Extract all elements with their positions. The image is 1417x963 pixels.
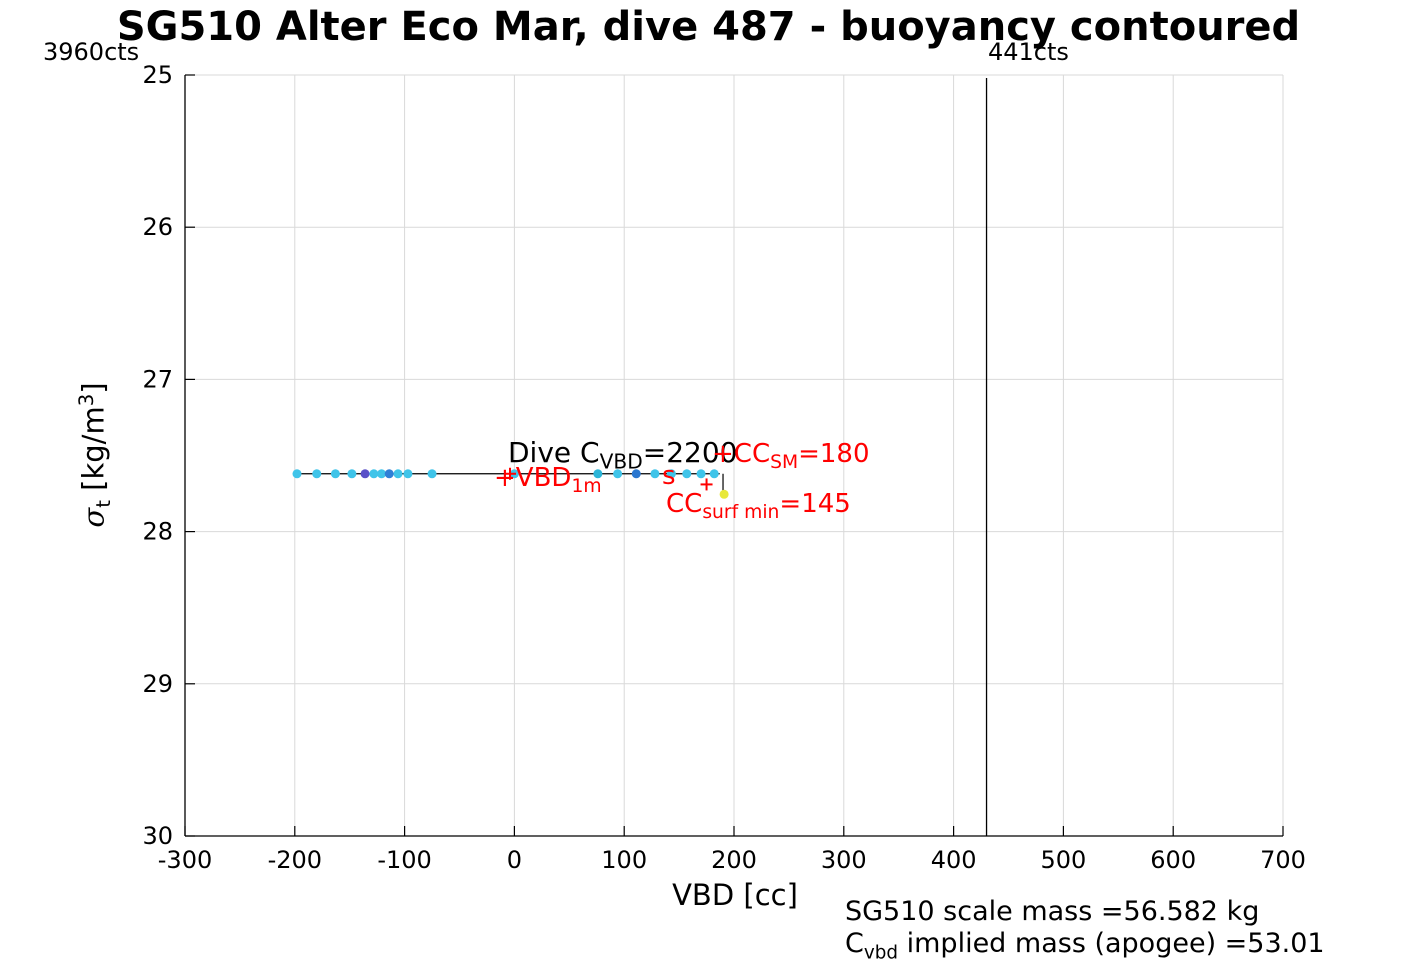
y-tick-label: 26 — [142, 213, 173, 241]
y-tick-label: 29 — [142, 670, 173, 698]
vbd-1m-label: +VBD1m — [494, 464, 602, 498]
annotation-text: surf min — [702, 502, 780, 524]
data-point — [682, 469, 692, 479]
sigma-symbol: σ — [76, 507, 111, 528]
annotation-text: SM — [770, 452, 799, 474]
y-tick-label: 30 — [142, 822, 173, 850]
data-point — [593, 469, 603, 479]
data-point — [330, 469, 340, 479]
x-tick-label: 100 — [601, 846, 647, 874]
data-point — [384, 469, 394, 479]
y-tick-label: 25 — [142, 61, 173, 89]
x-tick-label: 700 — [1260, 846, 1306, 874]
data-point — [613, 469, 623, 479]
data-point — [666, 469, 676, 479]
data-point — [650, 469, 660, 479]
data-point — [393, 469, 403, 479]
data-point — [377, 469, 387, 479]
vbd-s-label: s — [662, 462, 676, 491]
cc-surf-min-label: CCsurf min=145 — [666, 490, 851, 524]
data-point — [427, 469, 437, 479]
data-point — [709, 469, 719, 479]
x-tick-label: -200 — [268, 846, 322, 874]
data-point — [292, 469, 302, 479]
cc-sm-label: +CCSM=180 — [712, 440, 870, 474]
annotation-text: Dive C — [508, 436, 600, 469]
annotation-text: VBD — [599, 449, 643, 474]
annotation-text: CC — [666, 489, 703, 519]
annotation-text: =145 — [779, 489, 851, 519]
vbd-counts-right-label: 441cts — [988, 38, 1069, 66]
x-tick-label: 200 — [711, 846, 757, 874]
y-tick-label: 27 — [142, 365, 173, 393]
annotation-text: =2200 — [642, 436, 738, 469]
data-point — [369, 469, 379, 479]
data-point — [696, 469, 706, 479]
data-point — [347, 469, 357, 479]
x-tick-label: 400 — [931, 846, 977, 874]
implied-mass-text: Cvbd implied mass (apogee) =53.01 — [845, 928, 1325, 963]
x-tick-label: 600 — [1150, 846, 1196, 874]
data-point — [312, 469, 322, 479]
annotation-text: +CC — [712, 439, 771, 469]
dive-c-vbd-label: Dive CVBD=2200 — [508, 436, 738, 474]
x-tick-label: -100 — [377, 846, 431, 874]
chart-title: SG510 Alter Eco Mar, dive 487 - buoyancy… — [116, 4, 1301, 50]
x-tick-label: 0 — [507, 846, 522, 874]
annotation-text: s — [662, 461, 676, 491]
y-tick-label: 28 — [142, 518, 173, 546]
data-point — [631, 469, 641, 479]
y-axis-label: σt [kg/m3] — [74, 382, 116, 528]
scale-mass-text: SG510 scale mass =56.582 kg — [845, 896, 1260, 927]
cc-surf-min-point — [719, 489, 729, 499]
x-tick-label: 300 — [821, 846, 867, 874]
x-tick-label: 500 — [1040, 846, 1086, 874]
annotation-text: +VBD — [494, 463, 572, 493]
x-tick-label: -300 — [158, 846, 212, 874]
vbd-counts-left-label: 3960cts — [43, 38, 140, 66]
annotation-text: 1m — [571, 476, 602, 498]
data-point — [360, 469, 370, 479]
data-point — [403, 469, 413, 479]
x-axis-label: VBD [cc] — [672, 878, 798, 912]
annotation-text: =180 — [798, 439, 870, 469]
